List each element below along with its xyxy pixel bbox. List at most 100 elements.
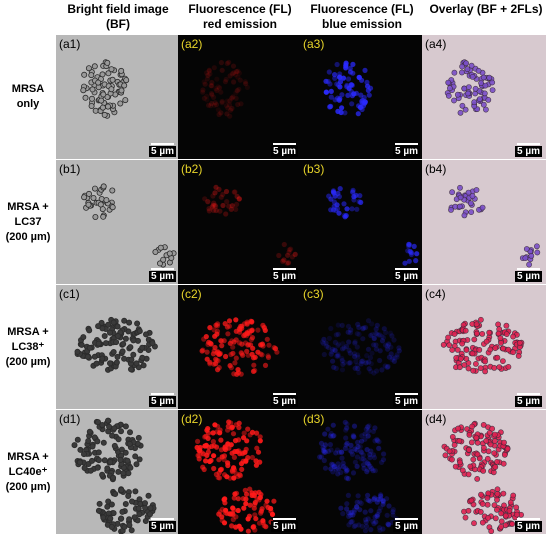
- panel-label: (b3): [303, 162, 325, 176]
- bacterium-cell: [478, 316, 484, 323]
- bacterium-cell: [213, 471, 219, 477]
- bacterium-cell: [359, 438, 365, 444]
- bacterium-cell: [236, 523, 242, 529]
- bacterium-cell: [100, 439, 107, 446]
- bacterium-cell: [385, 363, 391, 370]
- bacterium-cell: [344, 421, 350, 427]
- bacterium-cell: [218, 194, 224, 200]
- bacterium-cell: [210, 207, 217, 213]
- column-header-line: Overlay (BF + 2FLs): [429, 2, 543, 16]
- bacterium-cell: [104, 465, 111, 472]
- bacterium-cell: [352, 353, 358, 360]
- bacterium-cell: [388, 351, 394, 357]
- bacterium-cell: [251, 524, 257, 530]
- bacterium-cell: [467, 200, 474, 207]
- bacterium-cell: [76, 459, 83, 466]
- bacterium-cell: [339, 346, 346, 352]
- bacterium-cell: [219, 98, 225, 104]
- bacterium-cell: [465, 90, 471, 97]
- bacterium-cell: [354, 362, 360, 368]
- bacterium-cell: [240, 352, 246, 358]
- bacterium-cell: [330, 358, 336, 364]
- bacterium-cell: [370, 452, 377, 458]
- bacterium-cell: [107, 459, 114, 466]
- bacterium-cell: [386, 354, 392, 360]
- bacterium-cell: [218, 60, 224, 66]
- bacterium-cell: [219, 67, 225, 73]
- bacterium-cell: [350, 189, 356, 195]
- bacterium-cell: [495, 321, 501, 328]
- bacterium-cell: [367, 355, 374, 361]
- scale-bar: 5 µm: [515, 143, 542, 157]
- bacterium-cell: [339, 449, 345, 455]
- bacterium-cell: [227, 98, 233, 104]
- bacterium-cell: [359, 106, 365, 113]
- bacterium-cell: [339, 358, 345, 364]
- bacterium-cell: [205, 72, 211, 78]
- bacterium-cell: [362, 528, 369, 534]
- bacterium-cell: [321, 457, 327, 464]
- bacterium-cell: [341, 464, 347, 470]
- bacterium-cell: [363, 519, 369, 525]
- bacterium-cell: [346, 339, 352, 345]
- bacterium-cell: [244, 84, 250, 90]
- bacterium-cell: [463, 347, 470, 353]
- bacterium-cell: [411, 243, 417, 249]
- bacterium-cell: [212, 190, 218, 196]
- bacterium-cell: [462, 514, 469, 521]
- bacterium-cell: [509, 521, 516, 527]
- bacterium-cell: [498, 510, 505, 517]
- bacterium-cell: [118, 446, 125, 453]
- bacterium-cell: [288, 246, 294, 252]
- bacterium-cell: [232, 360, 238, 366]
- bacterium-cell: [476, 96, 483, 102]
- bacterium-cell: [217, 430, 223, 436]
- bacterium-cell: [201, 79, 207, 85]
- bacterium-cell: [342, 419, 348, 425]
- bacterium-cell: [343, 60, 349, 66]
- bacterium-cell: [107, 329, 114, 336]
- bacterium-cell: [364, 496, 370, 502]
- bacterium-cell: [365, 346, 372, 352]
- bacterium-cell: [492, 464, 499, 470]
- bacterium-cell: [219, 517, 225, 523]
- bacterium-cell: [396, 348, 402, 354]
- bacterium-cell: [335, 351, 341, 358]
- bacterium-cell: [332, 339, 338, 345]
- bacterium-cell: [325, 448, 331, 454]
- bacterium-cell: [95, 323, 102, 330]
- bacterium-cell: [142, 500, 149, 507]
- bacterium-cell: [357, 444, 363, 450]
- bacterium-cell: [461, 212, 468, 219]
- bacterium-cell: [205, 199, 211, 205]
- bacterium-cell: [245, 330, 251, 337]
- bacterium-cell: [80, 451, 87, 458]
- bacterium-cell: [449, 189, 455, 196]
- bacterium-cell: [213, 203, 219, 209]
- bacterium-cell: [462, 106, 469, 113]
- bacterium-cell: [494, 491, 501, 497]
- bacterium-cell: [204, 452, 210, 458]
- bacterium-cell: [231, 189, 237, 195]
- bacterium-cell: [330, 462, 336, 468]
- bacterium-cell: [118, 487, 125, 494]
- bacterium-cell: [470, 367, 477, 374]
- bacterium-cell: [360, 336, 366, 342]
- bacterium-cell: [459, 69, 465, 76]
- bacterium-cell: [497, 335, 504, 341]
- bacterium-cell: [385, 346, 391, 352]
- bacterium-cell: [413, 258, 419, 264]
- bacterium-cell: [346, 513, 352, 519]
- bacterium-cell: [326, 335, 332, 341]
- micrograph-panel-red: (b2) 5 µm: [178, 160, 302, 284]
- bacterium-cell: [451, 343, 458, 349]
- bacterium-cell: [204, 70, 210, 76]
- bacterium-cell: [241, 505, 247, 511]
- bacterium-cell: [271, 345, 277, 351]
- bacterium-cell: [133, 360, 140, 367]
- bacterium-cell: [97, 201, 104, 208]
- bacterium-cell: [522, 255, 529, 261]
- bacterium-cell: [238, 461, 245, 467]
- bacterium-cell: [109, 204, 116, 211]
- bacterium-cell: [233, 95, 239, 101]
